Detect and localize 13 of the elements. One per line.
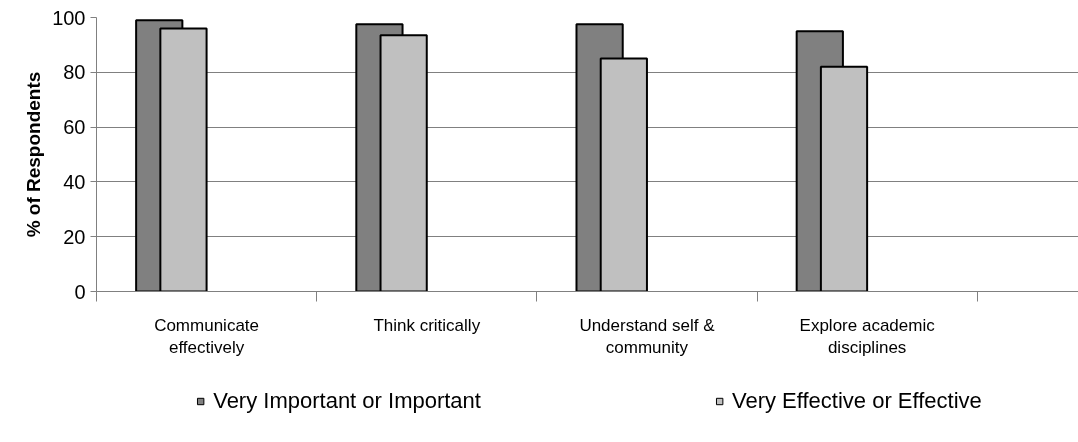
y-axis-title: % of Respondents [23,71,45,238]
x-tick-label: Explore academic disciplines [799,315,936,358]
y-tick-label: 80 [63,61,86,84]
legend-label: Very Important or Important [213,388,481,414]
x-tick-label: Understand self & community [579,315,716,358]
y-tick-label: 100 [52,6,86,29]
legend-label: Very Effective or Effective [731,388,982,414]
y-tick-label: 40 [63,170,86,193]
x-tick-label: Communicate effectively [154,315,260,358]
y-tick-label: 60 [63,116,86,139]
x-tick-label: Think critically [373,315,481,335]
y-tick-label: 0 [74,280,86,303]
y-tick-label: 20 [63,225,86,248]
